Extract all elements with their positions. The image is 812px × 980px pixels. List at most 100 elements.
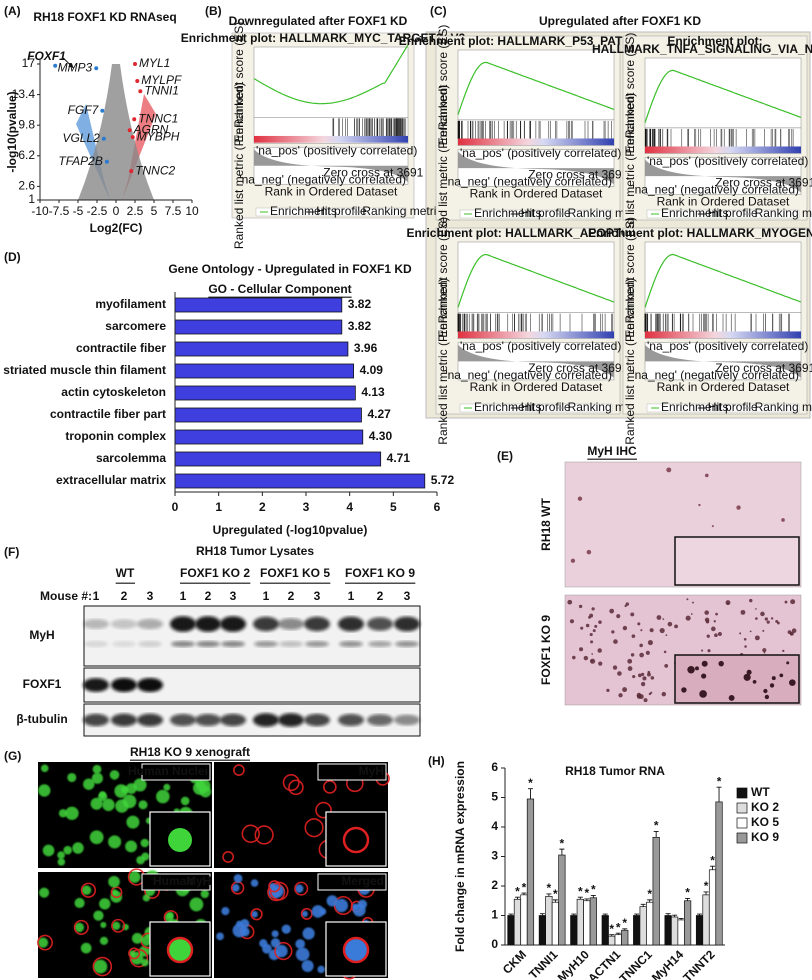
ihc-stain <box>643 698 648 703</box>
ihc-stain <box>762 648 767 653</box>
x-tick-label: 2 <box>259 500 266 514</box>
if-nucleus <box>122 794 137 809</box>
if-title: RH18 KO 9 xenograft <box>130 745 250 759</box>
significance: * <box>522 880 527 894</box>
if-nucleus <box>295 947 310 962</box>
x-tick-label: 5 <box>390 500 397 514</box>
blot-band <box>83 619 109 629</box>
ihc-stain <box>743 673 751 681</box>
if-inset-cell <box>168 828 192 852</box>
gsea-axis-label: Ranked list metric (PreRanked) <box>436 278 450 445</box>
ihc-stain <box>699 690 707 698</box>
value-label: 4.30 <box>369 429 393 443</box>
gsea-legend-label: Hits <box>708 400 729 414</box>
if-nucleus <box>74 922 85 933</box>
gsea-title: Upregulated after FOXF1 KD <box>539 14 701 28</box>
ihc-stain <box>618 693 623 698</box>
if-myh <box>294 881 309 896</box>
if-nucleus <box>126 815 140 829</box>
es-frame <box>644 57 802 129</box>
ihc-stain <box>746 669 752 675</box>
es-frame <box>457 241 615 313</box>
ihc-stain <box>579 647 584 652</box>
error-bar <box>622 928 628 931</box>
point <box>129 169 134 174</box>
legend-label: KO 9 <box>751 830 779 844</box>
gsea-legend-label: Hits <box>708 206 729 220</box>
bar <box>174 297 343 313</box>
ihc-stain <box>640 681 646 687</box>
x-tick-label: -10 <box>31 204 49 218</box>
gsea-axis-label: Rank in Ordered Dataset <box>657 380 790 394</box>
ihc-stain <box>790 599 796 605</box>
ihc-stain <box>755 608 757 610</box>
bar <box>589 897 597 946</box>
ihc-stain <box>659 627 665 634</box>
if-nucleus <box>251 910 258 918</box>
ihc-stain <box>717 631 722 636</box>
ihc-stain <box>770 617 774 620</box>
point-label: MYL1 <box>139 56 170 70</box>
ihc-stain <box>645 650 650 655</box>
point <box>94 66 99 71</box>
ihc-stain <box>586 549 592 555</box>
legend-label: KO 2 <box>751 800 779 814</box>
rank-gradient <box>458 138 614 146</box>
panel-label: (B) <box>205 4 222 18</box>
ihc-stain <box>569 619 575 624</box>
x-tick-label: 0 <box>172 500 179 514</box>
point-label: FGF7 <box>68 103 100 117</box>
gsea-text: 'na_pos' (positively correlated) <box>256 143 417 157</box>
significance: * <box>622 916 627 930</box>
blot-band <box>111 619 137 629</box>
bar <box>545 895 553 946</box>
point-label: TNNC1 <box>138 111 178 125</box>
ihc-stain <box>632 675 636 679</box>
gsea-legend-label: Hits <box>521 400 542 414</box>
blot-band <box>394 714 420 726</box>
ihc-stain <box>701 660 708 667</box>
if-myh <box>315 801 332 819</box>
error-bar <box>527 788 533 799</box>
ihc-stain <box>613 639 618 644</box>
ihc-stain <box>612 665 618 670</box>
gsea-text: 'na_neg' (negatively correlated) <box>445 368 612 382</box>
blot-band <box>195 616 221 632</box>
blot-band <box>304 713 330 727</box>
if-nucleus <box>221 907 230 916</box>
category-label: troponin complex <box>65 429 166 443</box>
blot-group: WT <box>116 566 135 580</box>
if-nucleus <box>163 783 171 791</box>
ihc-stain <box>589 633 593 637</box>
gsea-text: Zero cross at 3691 <box>323 165 423 179</box>
significance: * <box>654 819 659 833</box>
error-bar <box>577 896 583 900</box>
gsea-text: 'na_neg' (negatively correlated) <box>445 175 612 189</box>
chart-title: RH18 Tumor RNA <box>565 764 665 778</box>
significance: * <box>647 887 652 901</box>
error-bar <box>653 830 659 838</box>
ihc-stain <box>704 610 709 615</box>
if-myh <box>267 883 286 902</box>
blot-band <box>137 713 163 727</box>
blot-lane: 1 <box>93 589 100 603</box>
x-tick-label: 2.5 <box>127 204 144 218</box>
x-tick-label: -5 <box>73 204 84 218</box>
bar <box>551 901 559 946</box>
ihc-stain <box>781 518 785 522</box>
blot-band <box>220 713 246 727</box>
ihc-row-label: FOXF1 KO 9 <box>539 615 553 685</box>
if-myh <box>222 851 235 863</box>
ihc-stain <box>567 599 573 605</box>
blot-band <box>112 641 136 647</box>
if-myh <box>37 934 53 951</box>
y-axis-label: -log10(pvalue) <box>5 91 19 172</box>
y-tick-label: 5 <box>491 790 498 804</box>
blot-row-label: β-tubulin <box>16 712 67 726</box>
gsea-legend-box <box>459 209 613 219</box>
ihc-stain <box>570 558 576 563</box>
if-nucleus <box>302 927 315 940</box>
ihc-stain <box>776 621 780 625</box>
gsea-axis-label: Ranked list metric (PreRanked) <box>436 85 450 252</box>
gsea-plot-title: Enrichment plot: HALLMARK_APOPTOSIS <box>406 226 649 240</box>
